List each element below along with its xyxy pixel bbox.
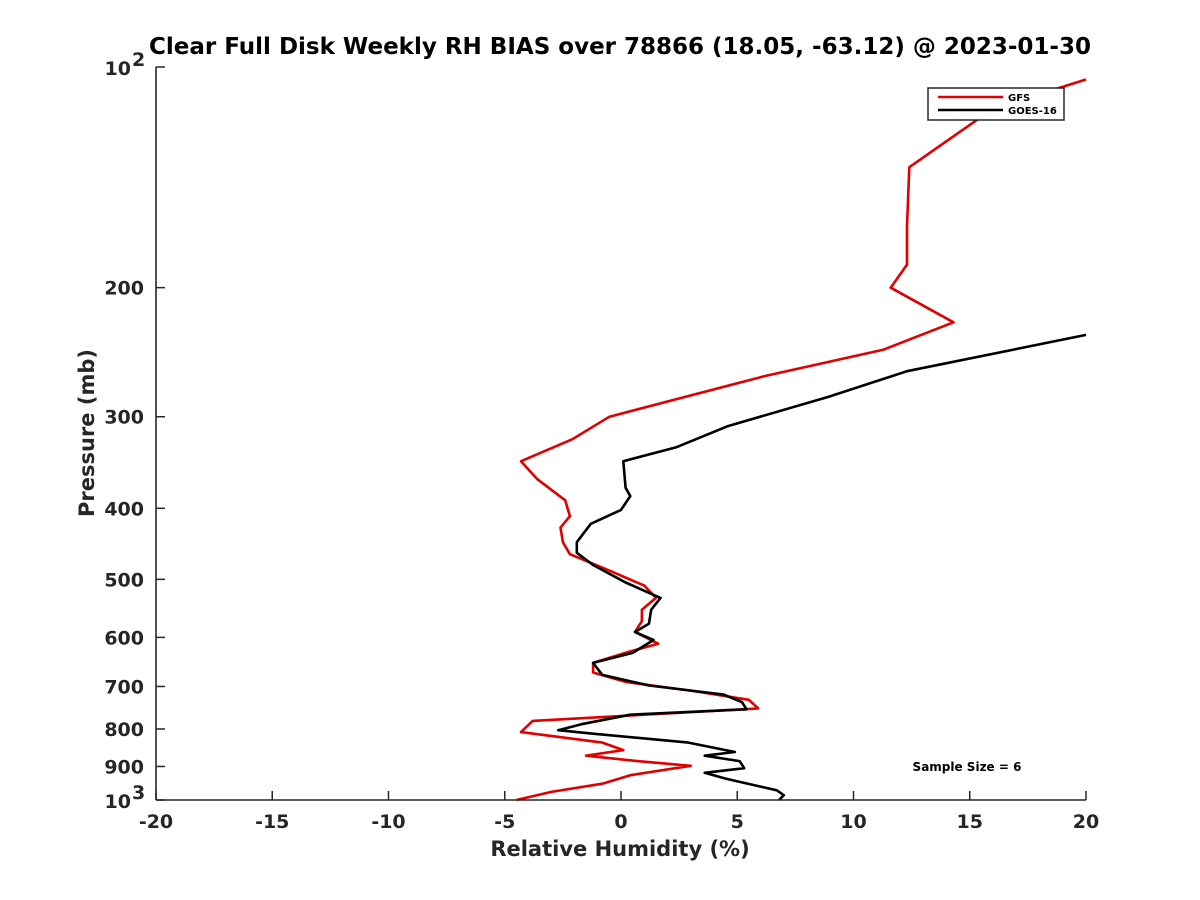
sample-size-annotation: Sample Size = 6 bbox=[913, 760, 1022, 774]
legend: GFS GOES-16 bbox=[927, 87, 1065, 121]
x-tick-label: 15 bbox=[957, 811, 983, 833]
y-tick-label: 800 bbox=[104, 719, 144, 741]
y-tick-label: 300 bbox=[104, 407, 144, 429]
y-tick-label: 500 bbox=[104, 569, 144, 591]
y-tick-exponent: 2 bbox=[132, 49, 145, 71]
series-line-goes-16 bbox=[556, 333, 1087, 801]
x-tick-label: -10 bbox=[371, 811, 405, 833]
y-tick-label: 900 bbox=[104, 756, 144, 778]
y-tick-label: 400 bbox=[104, 498, 144, 520]
x-axis-label: Relative Humidity (%) bbox=[490, 837, 749, 861]
x-tick-label: 5 bbox=[731, 811, 744, 833]
axes-layer bbox=[155, 67, 1086, 801]
series-line-gfs bbox=[516, 78, 1087, 802]
legend-label-goes-16: GOES-16 bbox=[1008, 106, 1057, 117]
y-axis-label: Pressure (mb) bbox=[75, 349, 99, 517]
x-tick-label: 20 bbox=[1073, 811, 1099, 833]
legend-box bbox=[927, 87, 1065, 121]
x-tick-label: 0 bbox=[614, 811, 627, 833]
x-tick-label: -15 bbox=[255, 811, 289, 833]
y-tick-label: 10 bbox=[105, 791, 131, 813]
legend-label-gfs: GFS bbox=[1008, 93, 1030, 104]
x-tick-label: 10 bbox=[840, 811, 866, 833]
y-tick-label: 700 bbox=[104, 676, 144, 698]
chart-title: Clear Full Disk Weekly RH BIAS over 7886… bbox=[149, 34, 1091, 60]
y-tick-label: 600 bbox=[104, 627, 144, 649]
series-layer bbox=[516, 78, 1087, 802]
y-tick-label: 10 bbox=[105, 58, 131, 80]
y-tick-exponent: 3 bbox=[132, 782, 145, 804]
x-tick-label: -5 bbox=[494, 811, 515, 833]
x-tick-label: -20 bbox=[139, 811, 173, 833]
y-tick-label: 200 bbox=[104, 278, 144, 300]
